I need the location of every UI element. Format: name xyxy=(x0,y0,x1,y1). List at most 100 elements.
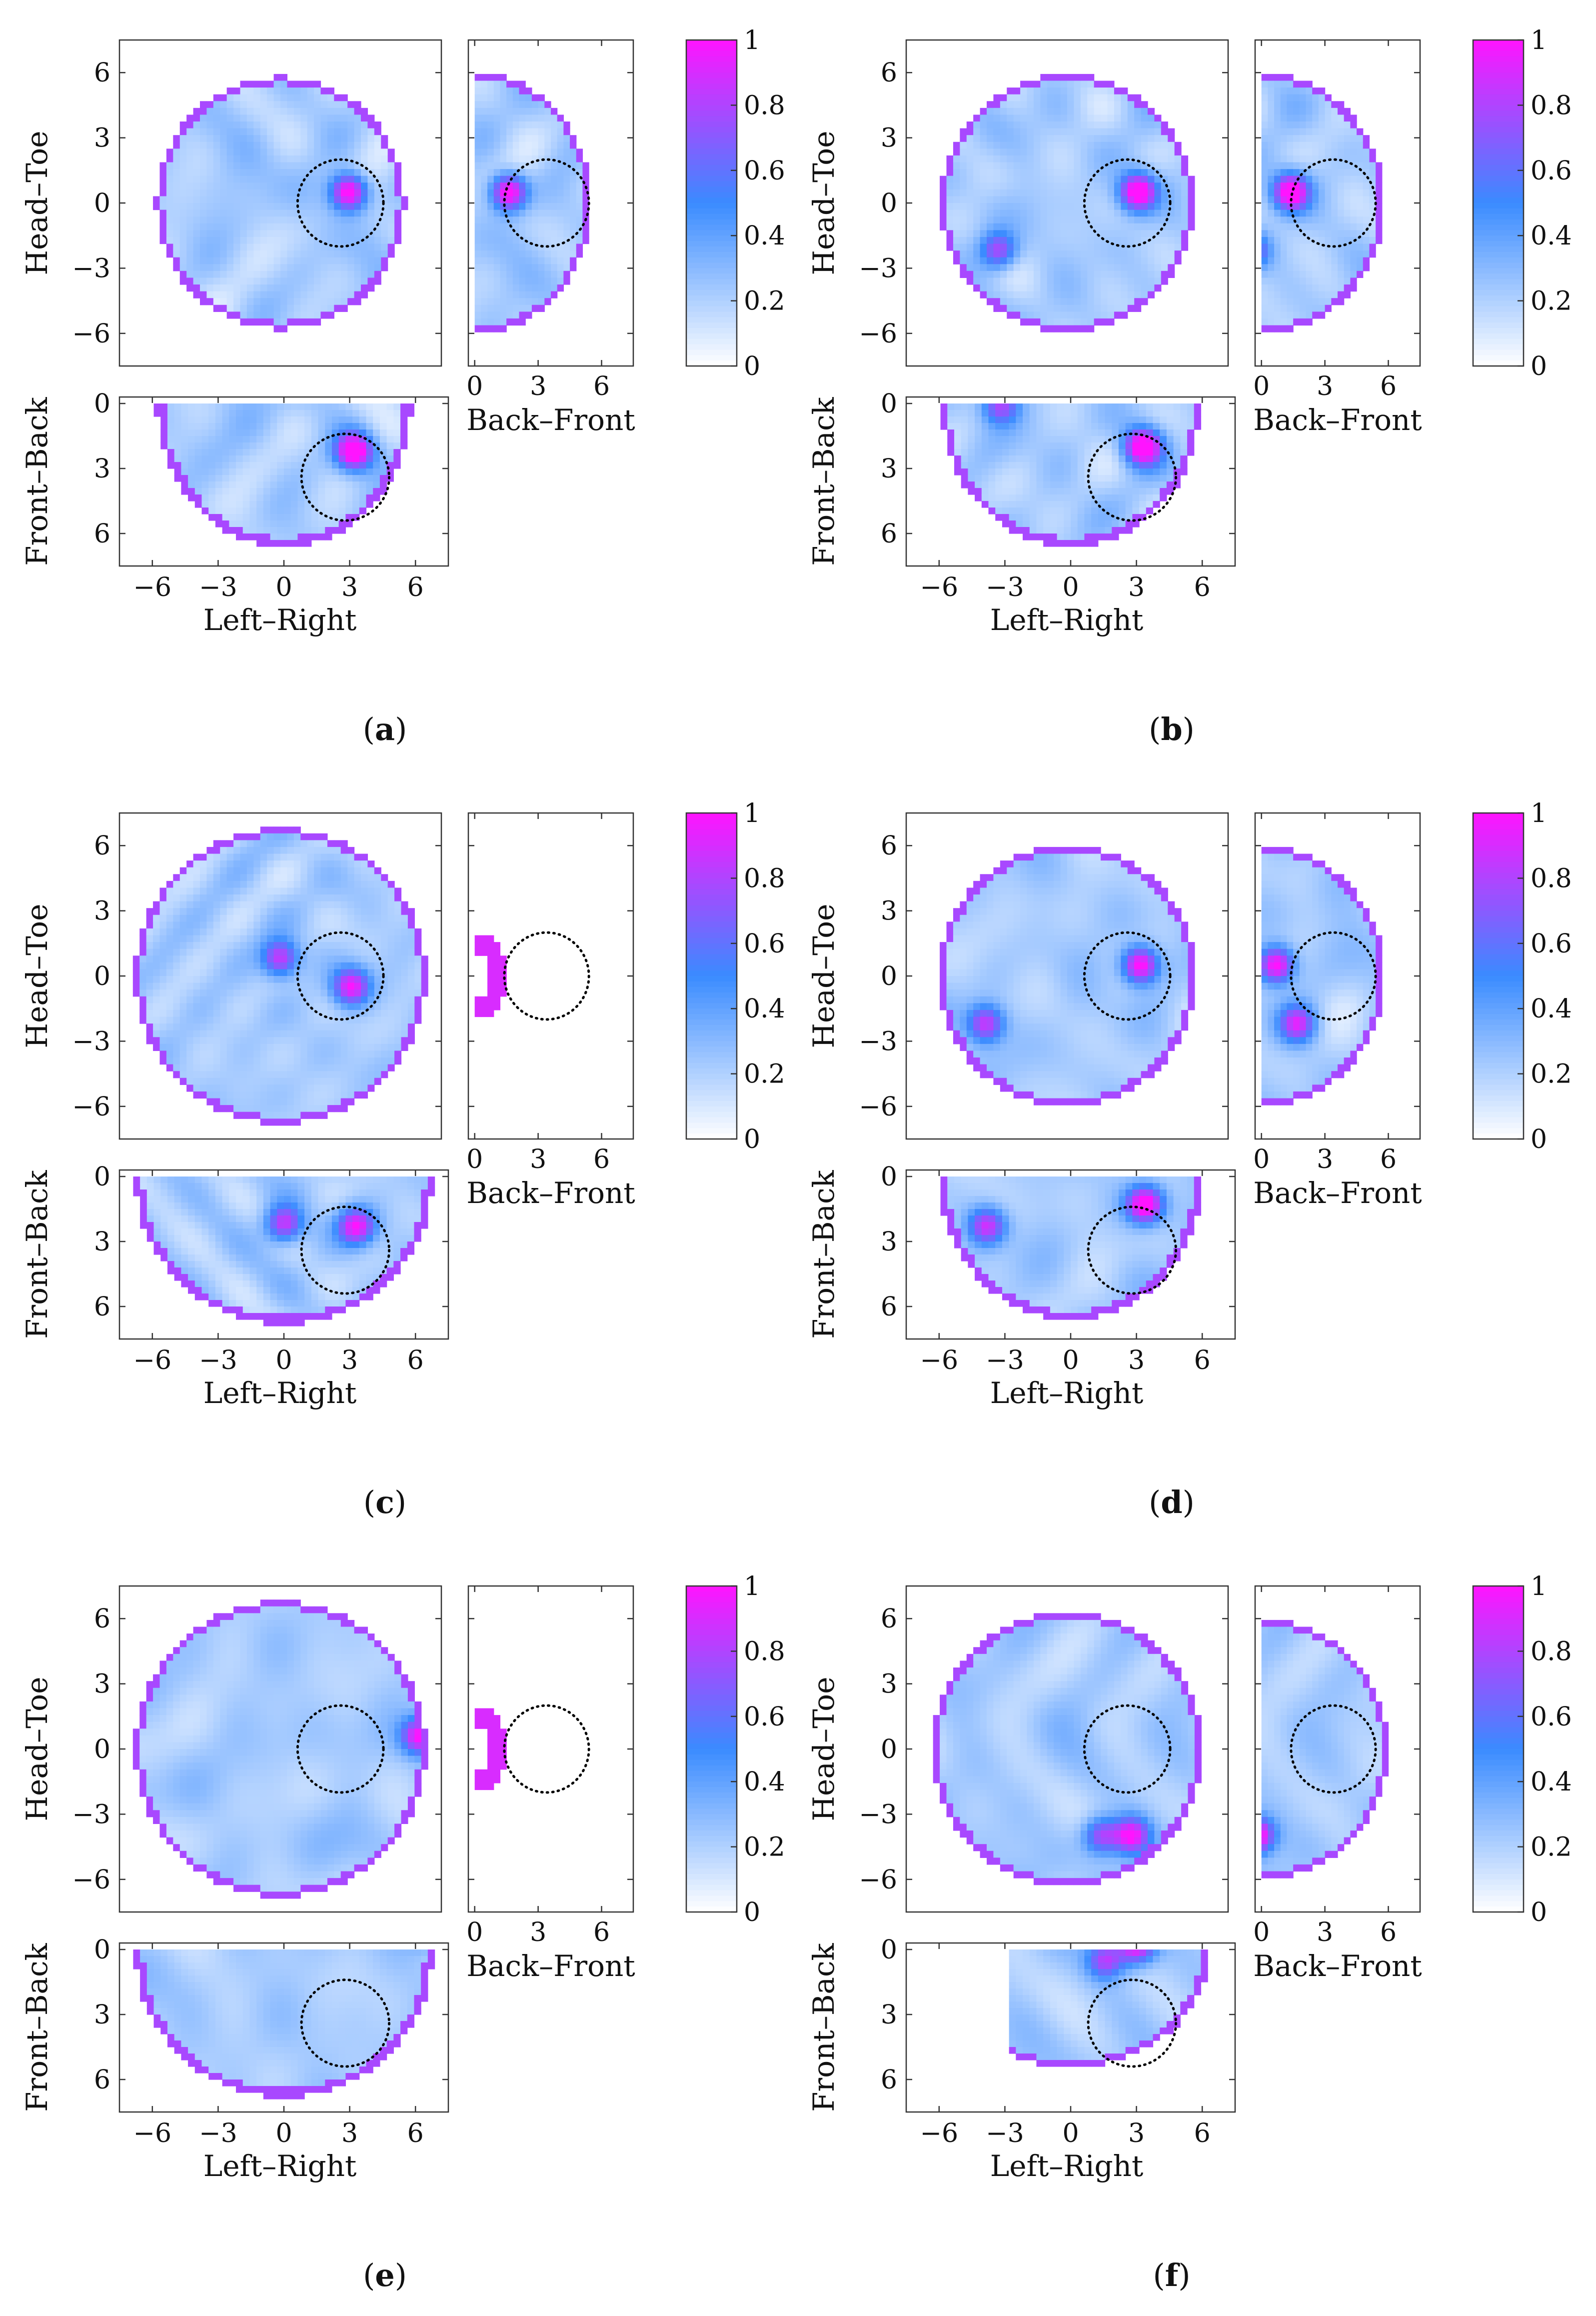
colorbar-tick: 0.4 xyxy=(1531,1767,1572,1797)
colorbar-tick: 0.4 xyxy=(744,994,785,1024)
coronal-xtick: 0 xyxy=(275,572,292,602)
left-right-axis-label: Left–Right xyxy=(990,603,1144,637)
sagittal-xtick: 6 xyxy=(593,1144,610,1174)
coronal-target-circle xyxy=(1087,1206,1178,1295)
coronal-ytick: 6 xyxy=(881,2065,897,2095)
front-back-axis-label: Front–Back xyxy=(807,1170,841,1338)
colorbar-tick: 0.4 xyxy=(1531,221,1572,251)
coronal-xtick: −3 xyxy=(199,1346,237,1376)
axial-ytick: 6 xyxy=(94,58,110,88)
axial-ytick: 0 xyxy=(94,1734,110,1764)
coronal-heatmap xyxy=(153,404,415,547)
head-toe-axis-label: Head–Toe xyxy=(807,1676,841,1821)
front-back-axis-label: Front–Back xyxy=(807,1942,841,2112)
panel-letter: c xyxy=(375,1484,394,1520)
axial-heatmap xyxy=(132,826,428,1126)
sagittal-heatmap xyxy=(1261,846,1383,1106)
coronal-xtick: 6 xyxy=(407,2118,424,2148)
colorbar-tick: 0.6 xyxy=(744,156,785,186)
sagittal-heatmap xyxy=(1261,1620,1389,1878)
back-front-axis-label: Back–Front xyxy=(1253,403,1422,437)
left-right-axis-label: Left–Right xyxy=(203,2149,357,2183)
colorbar-tick: 1 xyxy=(1531,1572,1547,1602)
colorbar-tick: 0.8 xyxy=(744,1636,785,1666)
coronal-xtick: 6 xyxy=(407,572,424,602)
sagittal-target-circle xyxy=(1290,1704,1377,1794)
sagittal-heatmap xyxy=(1261,74,1383,332)
coronal-xtick: 3 xyxy=(341,1346,358,1376)
axial-heatmap xyxy=(940,846,1195,1106)
axial-ytick: −6 xyxy=(859,1092,897,1122)
coronal-view: −6 −3 0 3 6 0 3 6 Left–Right Front–Back xyxy=(807,1162,1236,1410)
front-back-axis-label: Front–Back xyxy=(807,396,841,566)
colorbar: 1 0.8 0.6 0.4 0.2 0 xyxy=(685,26,785,382)
axial-ytick: 6 xyxy=(94,1604,110,1634)
coronal-xtick: −6 xyxy=(920,2118,958,2148)
sagittal-target-circle xyxy=(503,158,590,248)
panel-label: (a) xyxy=(363,711,407,748)
panel-letter: d xyxy=(1161,1484,1182,1520)
coronal-ytick: 0 xyxy=(94,389,110,419)
coronal-ytick: 0 xyxy=(94,1935,110,1965)
colorbar-tick: 1 xyxy=(744,798,760,828)
axial-ytick: 0 xyxy=(881,962,897,992)
back-front-axis-label: Back–Front xyxy=(1253,1176,1422,1210)
head-toe-axis-label: Head–Toe xyxy=(20,1676,54,1821)
colorbar: 1 0.8 0.6 0.4 0.2 0 xyxy=(685,1572,785,1928)
coronal-xtick: 0 xyxy=(1062,572,1079,602)
coronal-xtick: −6 xyxy=(920,1346,958,1376)
coronal-heatmap xyxy=(940,1176,1202,1320)
axial-target-circle xyxy=(1083,1704,1172,1794)
head-toe-axis-label: Head–Toe xyxy=(807,904,841,1048)
coronal-ytick: 3 xyxy=(881,454,897,484)
coronal-target-circle xyxy=(300,1206,391,1295)
axial-view: 6 3 0 −3 −6 Head–Toe xyxy=(20,812,442,1140)
left-right-axis-label: Left–Right xyxy=(203,603,357,637)
axial-view: 6 3 0 −3 −6 Head–Toe xyxy=(20,39,442,367)
colorbar-tick: 0.6 xyxy=(744,929,785,959)
coronal-view: −6 −3 0 3 6 0 3 6 Left–Right Front–Back xyxy=(20,1935,449,2183)
colorbar-tick: 0.2 xyxy=(1531,1832,1572,1862)
axial-target-circle xyxy=(1083,931,1172,1021)
panel-letter: b xyxy=(1161,711,1182,748)
colorbar-tick: 1 xyxy=(1531,798,1547,828)
axial-ytick: 0 xyxy=(881,188,897,218)
colorbar-tick: 0.8 xyxy=(1531,90,1572,120)
coronal-xtick: 0 xyxy=(1062,1346,1079,1376)
colorbar-tick: 0 xyxy=(744,352,760,382)
coronal-xtick: 6 xyxy=(407,1346,424,1376)
axial-ytick: 3 xyxy=(94,124,110,154)
coronal-ytick: 0 xyxy=(881,1935,897,1965)
front-back-axis-label: Front–Back xyxy=(20,1170,54,1338)
coronal-ytick: 6 xyxy=(881,519,897,549)
axial-ytick: 0 xyxy=(94,962,110,992)
left-right-axis-label: Left–Right xyxy=(990,1376,1144,1410)
sagittal-heatmap xyxy=(474,1708,507,1790)
sagittal-xtick: 0 xyxy=(1253,1144,1270,1174)
coronal-xtick: −3 xyxy=(199,572,237,602)
sagittal-xtick: 0 xyxy=(466,1144,483,1174)
axial-ytick: 3 xyxy=(881,1670,897,1700)
coronal-ytick: 3 xyxy=(94,454,110,484)
coronal-xtick: 3 xyxy=(341,2118,358,2148)
axial-ytick: −3 xyxy=(859,1026,897,1056)
colorbar-tick: 0.8 xyxy=(744,90,785,120)
sagittal-xtick: 0 xyxy=(1253,1918,1270,1948)
colorbar: 1 0.8 0.6 0.4 0.2 0 xyxy=(685,798,785,1154)
coronal-ytick: 6 xyxy=(94,519,110,549)
coronal-ytick: 0 xyxy=(94,1162,110,1192)
axial-view: 6 3 0 −3 −6 Head–Toe xyxy=(807,39,1229,367)
coronal-xtick: 6 xyxy=(1194,2118,1211,2148)
coronal-xtick: 6 xyxy=(1194,1346,1211,1376)
panel-label: (c) xyxy=(363,1484,406,1520)
axial-ytick: 6 xyxy=(881,1604,897,1634)
coronal-heatmap xyxy=(133,1950,435,2100)
coronal-xtick: −3 xyxy=(199,2118,237,2148)
left-right-axis-label: Left–Right xyxy=(990,2149,1144,2183)
colorbar-tick: 0.2 xyxy=(744,1060,785,1090)
